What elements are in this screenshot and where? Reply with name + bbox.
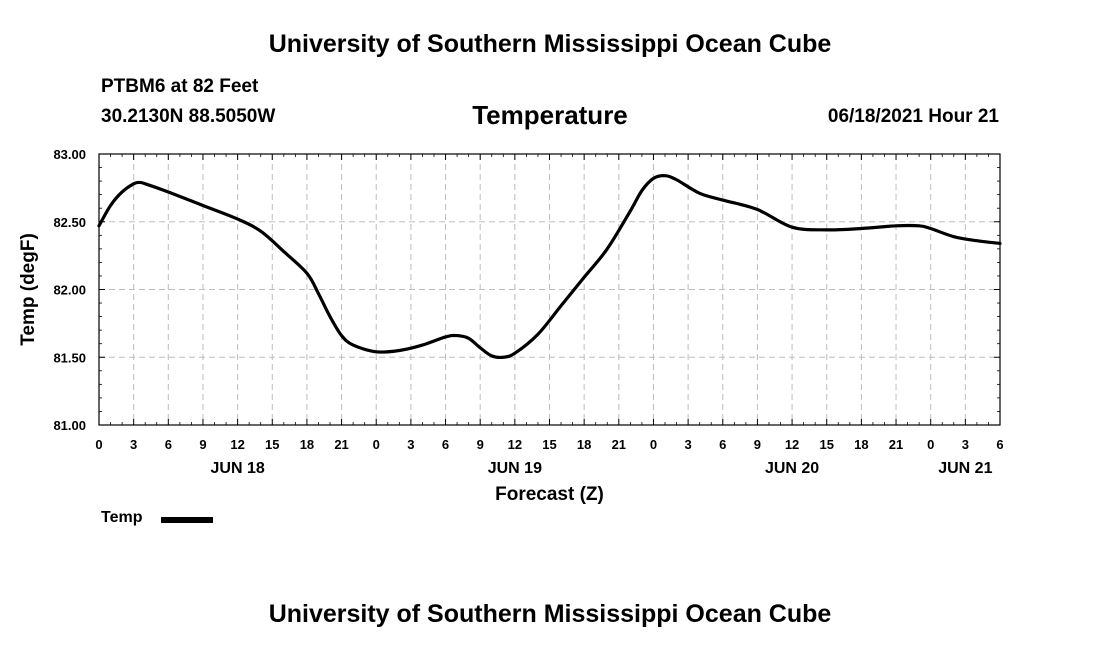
x-tick-label: 15 xyxy=(265,437,279,452)
footer-title: University of Southern Mississippi Ocean… xyxy=(268,600,832,628)
station-name: PTBM6 at 82 Feet xyxy=(101,76,259,97)
x-tick-label: 3 xyxy=(130,437,137,452)
x-tick-label: 3 xyxy=(684,437,691,452)
x-tick-label: 15 xyxy=(819,437,833,452)
legend-label: Temp xyxy=(101,509,143,526)
valid-time: 06/18/2021 Hour 21 xyxy=(827,106,999,127)
x-tick-label: 0 xyxy=(927,437,934,452)
x-tick-label: 18 xyxy=(300,437,314,452)
x-tick-label: 6 xyxy=(165,437,172,452)
x-tick-label: 3 xyxy=(962,437,969,452)
page-title: University of Southern Mississippi Ocean… xyxy=(268,30,832,58)
day-label: JUN 20 xyxy=(765,460,819,477)
x-tick-label: 6 xyxy=(442,437,449,452)
x-tick-label: 21 xyxy=(889,437,903,452)
y-tick-label: 82.00 xyxy=(53,283,86,298)
day-label: JUN 21 xyxy=(938,460,992,477)
day-label: JUN 19 xyxy=(488,460,542,477)
chart-title: Temperature xyxy=(472,100,628,130)
x-tick-label: 18 xyxy=(577,437,591,452)
x-tick-label: 9 xyxy=(754,437,761,452)
x-tick-label: 6 xyxy=(719,437,726,452)
x-tick-label: 12 xyxy=(785,437,799,452)
x-tick-label: 18 xyxy=(854,437,868,452)
y-axis-label: Temp (degF) xyxy=(18,233,39,346)
x-tick-label: 21 xyxy=(612,437,626,452)
x-axis-label: Forecast (Z) xyxy=(495,484,604,505)
temp-series-line xyxy=(97,174,1002,360)
x-tick-label: 0 xyxy=(95,437,102,452)
x-tick-label: 21 xyxy=(334,437,348,452)
day-label: JUN 18 xyxy=(210,460,264,477)
x-tick-label: 15 xyxy=(542,437,556,452)
y-tick-label: 83.00 xyxy=(53,147,86,162)
x-tick-label: 9 xyxy=(199,437,206,452)
x-tick-label: 0 xyxy=(650,437,657,452)
x-tick-label: 9 xyxy=(477,437,484,452)
y-tick-label: 81.50 xyxy=(53,350,86,365)
legend-swatch xyxy=(161,517,213,523)
station-coordinates: 30.2130N 88.5050W xyxy=(101,106,276,127)
y-tick-label: 81.00 xyxy=(53,418,86,433)
x-tick-label: 6 xyxy=(996,437,1003,452)
x-tick-label: 3 xyxy=(407,437,414,452)
y-tick-label: 82.50 xyxy=(53,215,86,230)
x-tick-label: 12 xyxy=(230,437,244,452)
x-tick-label: 0 xyxy=(373,437,380,452)
x-tick-label: 12 xyxy=(508,437,522,452)
